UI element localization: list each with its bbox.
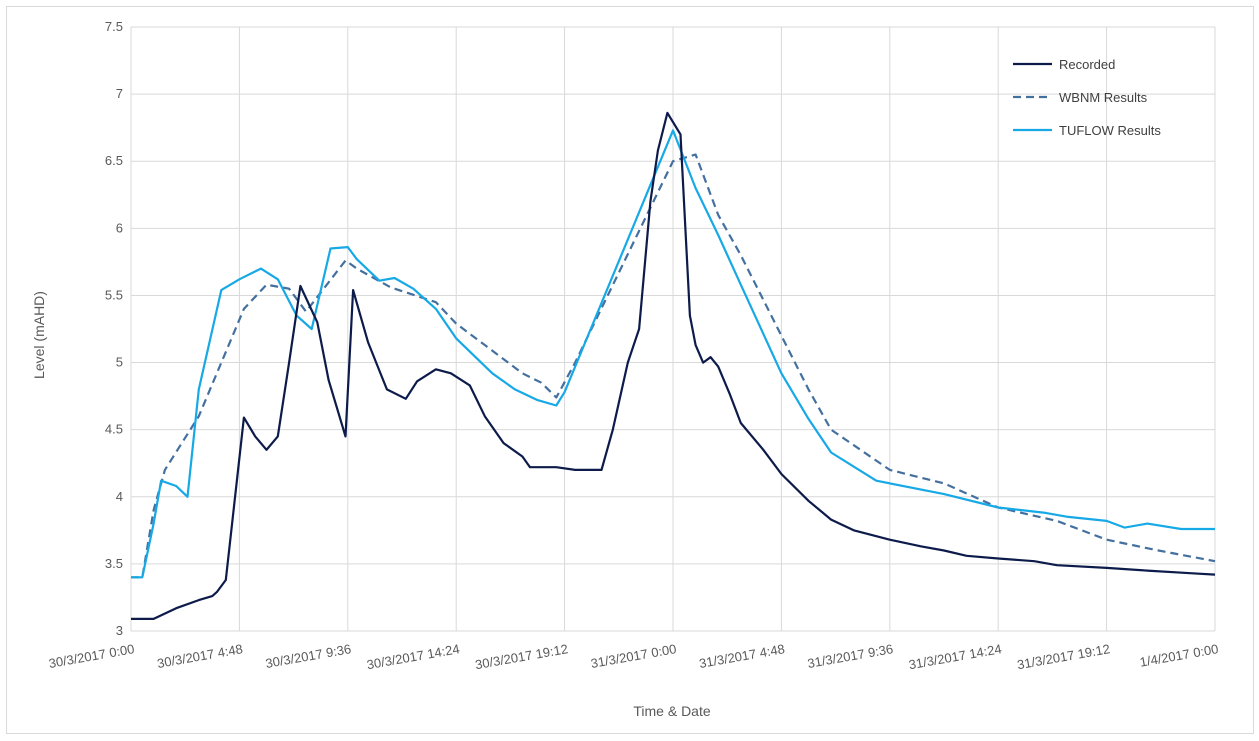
legend-label: WBNM Results xyxy=(1059,90,1148,105)
x-tick-label: 31/3/2017 4:48 xyxy=(698,641,786,671)
y-tick-label: 5.5 xyxy=(105,287,123,302)
x-tick-label: 31/3/2017 14:24 xyxy=(908,641,1003,672)
y-axis-title: Level (mAHD) xyxy=(31,291,47,379)
y-tick-label: 6 xyxy=(116,220,123,235)
x-tick-label: 30/3/2017 9:36 xyxy=(264,641,352,671)
series-line-wbnm-results xyxy=(131,153,1216,579)
y-tick-label: 7.5 xyxy=(105,19,123,34)
x-tick-label: 30/3/2017 4:48 xyxy=(156,641,244,671)
legend-label: Recorded xyxy=(1059,57,1115,72)
y-tick-label: 7 xyxy=(116,86,123,101)
x-tick-labels: 30/3/2017 0:00 30/3/2017 4:48 30/3/2017 9:… xyxy=(47,641,1219,672)
x-tick-label: 30/3/2017 19:12 xyxy=(474,641,569,672)
y-tick-label: 3 xyxy=(116,623,123,638)
series-line-recorded xyxy=(131,111,1216,621)
series-line-tuflow-results xyxy=(131,129,1215,579)
y-tick-label: 3.5 xyxy=(105,556,123,571)
x-tick-label: 31/3/2017 9:36 xyxy=(806,641,894,671)
level-chart: 33.544.555.566.577.5 30/3/2017 0:00 30/3/… xyxy=(31,19,1220,719)
gridlines xyxy=(130,26,1216,632)
legend: Recorded WBNM Results TUFLOW Results xyxy=(1013,57,1161,138)
y-tick-label: 5 xyxy=(116,355,123,370)
x-tick-label: 31/3/2017 0:00 xyxy=(589,641,677,671)
chart-frame: 3 3.5 4 4.5 5 5.5 6 6.5 7 7.5 30/3/2017 0:00 30/3/… xyxy=(6,6,1254,734)
y-tick-labels: 3 3.5 4 4.5 5 5.5 6 6.5 7 7.5 xyxy=(105,19,123,638)
legend-label: TUFLOW Results xyxy=(1059,123,1161,138)
x-tick-label: 1/4/2017 0:00 xyxy=(1139,641,1220,670)
series-layer xyxy=(131,111,1216,621)
x-tick-label: 30/3/2017 14:24 xyxy=(366,641,461,672)
y-tick-label: 6.5 xyxy=(105,153,123,168)
y-tick-label: 4.5 xyxy=(105,422,123,437)
x-tick-label: 31/3/2017 19:12 xyxy=(1016,641,1111,672)
y-tick-label: 4 xyxy=(116,489,123,504)
x-tick-label: 30/3/2017 0:00 xyxy=(47,641,135,671)
x-axis-title: Time & Date xyxy=(633,703,710,719)
